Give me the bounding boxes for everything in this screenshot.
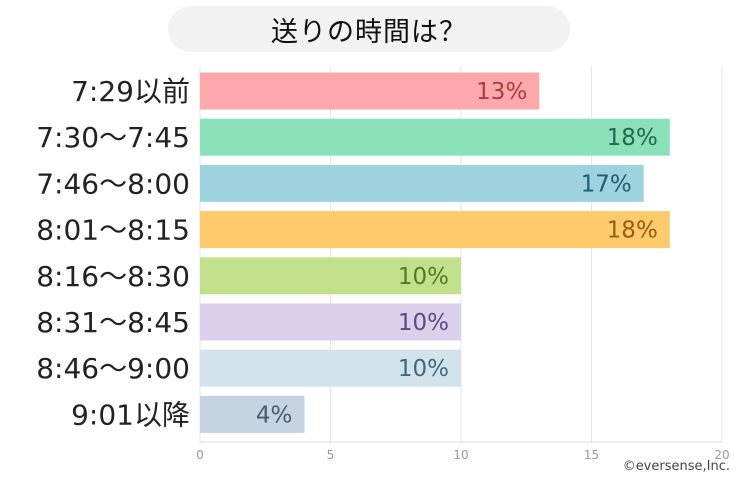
bar <box>200 164 644 202</box>
chart-title: 送りの時間は？ <box>271 16 467 48</box>
category-label: 7:46～8:00 <box>36 167 190 200</box>
value-label: 17% <box>581 171 632 197</box>
bar <box>200 72 540 110</box>
value-label: 4% <box>256 402 293 428</box>
value-label: 13% <box>476 79 527 105</box>
value-label: 10% <box>398 310 449 336</box>
category-label: 9:01以降 <box>71 398 190 431</box>
x-tick-label: 10 <box>453 448 468 462</box>
bar <box>200 395 305 433</box>
x-tick-label: 15 <box>584 448 599 462</box>
bar <box>200 349 461 387</box>
category-label: 7:29以前 <box>71 75 190 108</box>
value-label: 10% <box>398 264 449 290</box>
bar <box>200 303 461 341</box>
value-label: 10% <box>398 356 449 382</box>
chart-title-pill: 送りの時間は？ <box>168 6 570 52</box>
value-label: 18% <box>607 218 658 244</box>
x-tick-label: 0 <box>196 448 204 462</box>
x-tick-label: 20 <box>714 448 729 462</box>
category-label: 8:16～8:30 <box>36 260 190 293</box>
x-tick-label: 5 <box>327 448 335 462</box>
category-label: 8:01～8:15 <box>36 214 190 247</box>
credit-text: ©eversense,Inc. <box>622 459 730 474</box>
bar <box>200 257 461 295</box>
value-label: 18% <box>607 125 658 151</box>
bar <box>200 118 670 156</box>
category-label: 8:46～9:00 <box>36 352 190 385</box>
bar <box>200 211 670 249</box>
category-label: 8:31～8:45 <box>36 306 190 339</box>
category-label: 7:30～7:45 <box>36 121 190 154</box>
